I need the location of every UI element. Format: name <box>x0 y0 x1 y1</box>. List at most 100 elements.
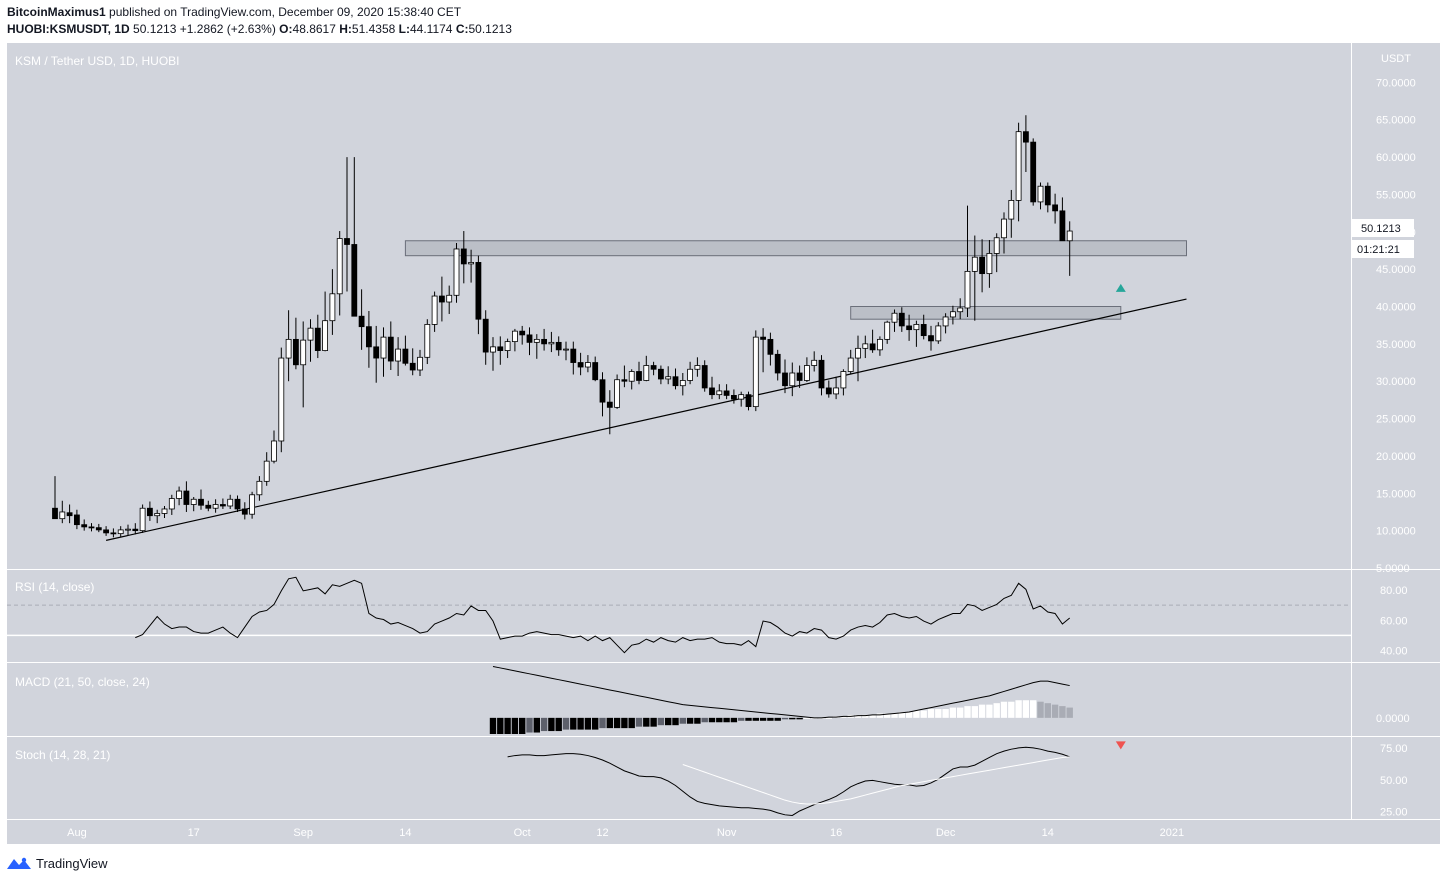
macd-histogram-bar <box>898 711 905 718</box>
candle-up <box>950 311 956 318</box>
candle-down <box>365 326 372 348</box>
candle-down <box>1059 210 1066 242</box>
open-label: O: <box>279 22 293 36</box>
stoch-pane-title: Stoch (14, 28, 21) <box>15 748 110 762</box>
time-tick-label: 16 <box>830 827 842 839</box>
candle-up <box>424 324 431 358</box>
macd-histogram-bar <box>986 704 993 718</box>
candle-up <box>417 356 423 371</box>
candle-down <box>219 504 226 507</box>
macd-histogram-bar <box>738 717 745 721</box>
candle-down <box>818 359 825 389</box>
candle-down <box>592 362 599 381</box>
macd-histogram-bar <box>1059 706 1066 718</box>
currency-label: USDT <box>1381 53 1411 65</box>
brand-name: TradingView <box>36 855 108 871</box>
candle-down <box>1023 131 1029 143</box>
low-label: L: <box>398 22 410 36</box>
tradingview-logo[interactable]: TradingView <box>6 855 108 871</box>
time-tick-label: Oct <box>514 827 531 839</box>
candle-up <box>271 440 277 462</box>
macd-histogram-bar <box>584 717 592 730</box>
candle-down <box>577 362 584 368</box>
macd-histogram-bar <box>540 717 548 732</box>
candle-up <box>811 359 818 366</box>
candle-up <box>891 312 898 323</box>
price-tick-label: 65.0000 <box>1376 115 1416 127</box>
macd-histogram-bar <box>905 711 913 718</box>
price-tick-label: 25.0000 <box>1376 414 1416 426</box>
candle-down <box>723 390 730 396</box>
macd-histogram-bar <box>716 717 723 723</box>
macd-histogram-bar <box>555 717 562 732</box>
macd-histogram-bar <box>694 717 701 724</box>
macd-histogram-bar <box>519 717 526 734</box>
candle-down <box>132 528 139 532</box>
candle-down <box>541 338 547 345</box>
time-axis-bg <box>7 820 1440 844</box>
candle-up <box>533 338 540 343</box>
macd-histogram-bar <box>621 717 628 729</box>
candle-down <box>709 387 715 396</box>
candle-down <box>387 336 394 362</box>
candle-down <box>621 379 628 382</box>
rsi-line <box>135 576 1071 654</box>
candle-down <box>110 532 117 535</box>
candle-up <box>964 270 971 309</box>
macd-histogram-bar <box>1000 701 1008 718</box>
candle-up <box>380 336 387 359</box>
candle-up <box>1066 230 1073 242</box>
stoch-tick-label: 25.00 <box>1380 807 1408 819</box>
macd-histogram-bar <box>635 717 643 727</box>
candle-up <box>665 376 672 380</box>
candle-down <box>898 312 905 327</box>
candle-down <box>658 368 664 380</box>
macd-histogram-bar <box>825 717 832 719</box>
candle-up <box>585 362 591 368</box>
candle-down <box>570 348 577 363</box>
rsi-tick-label: 60.00 <box>1380 615 1408 627</box>
author-name[interactable]: BitcoinMaximus1 <box>7 5 106 19</box>
last-price-tag: 50.1213 <box>1352 219 1414 237</box>
macd-pane-bg <box>7 663 1351 736</box>
macd-histogram-bar <box>964 706 971 718</box>
candle-up <box>176 490 183 499</box>
candle-up <box>322 320 329 351</box>
candle-up <box>154 513 161 517</box>
candle-up <box>913 324 920 331</box>
macd-histogram-bar <box>723 717 730 723</box>
macd-histogram-bar <box>613 717 621 729</box>
candle-up <box>935 325 942 342</box>
candle-up <box>548 341 555 345</box>
candle-up <box>884 321 891 340</box>
macd-histogram-bar <box>497 717 504 734</box>
candle-up <box>161 508 168 514</box>
candle-down <box>767 338 774 355</box>
candle-up <box>249 494 256 515</box>
candle-up <box>468 262 475 265</box>
down-arrow-marker <box>1115 741 1126 750</box>
candle-down <box>599 379 606 403</box>
candle-up <box>504 341 511 351</box>
time-tick-label: Dec <box>936 827 956 839</box>
publish-info: BitcoinMaximus1 published on TradingView… <box>7 5 461 19</box>
macd-histogram-bar <box>774 717 781 721</box>
candle-down <box>66 512 73 517</box>
tradingview-logo-icon <box>7 857 31 869</box>
last-price-tag-text: 50.1213 <box>1361 223 1401 235</box>
candle-up <box>278 357 285 442</box>
close-label: C: <box>455 22 469 36</box>
candle-down <box>519 330 526 336</box>
candle-up <box>125 528 131 531</box>
candle-down <box>292 338 299 366</box>
candle-up <box>453 248 460 296</box>
macd-histogram-bar <box>803 717 811 719</box>
ohlc-legend: HUOBI:KSMUSDT, 1D 50.1213 +1.2862 (+2.63… <box>7 22 512 36</box>
macd-histogram-bar <box>993 703 1000 718</box>
candle-down <box>1052 204 1058 212</box>
candle-up <box>300 339 307 366</box>
candle-down <box>526 334 533 343</box>
price-tick-label: 40.0000 <box>1376 302 1416 314</box>
macd-histogram-bar <box>562 717 570 730</box>
